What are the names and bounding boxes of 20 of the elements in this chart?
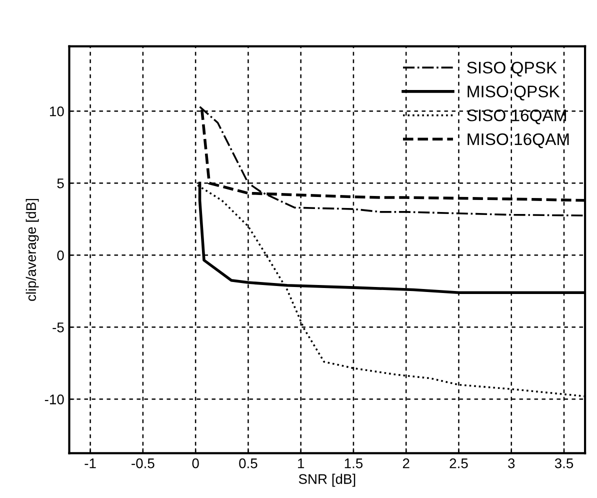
legend-label: MISO 16QAM [468,133,569,148]
x-tick-label: 1.5 [344,458,363,468]
x-tick-label: 3 [508,458,515,468]
x-tick-label: -0.5 [132,458,154,468]
y-tick-label: -5 [52,322,64,332]
x-tick-label: 1 [298,458,304,468]
x-tick-label: 0 [192,458,199,468]
x-tick-label: 0.5 [239,458,258,468]
y-tick-label: 0 [57,250,64,260]
x-tick-label: 2 [402,458,410,468]
legend-label: SISO QPSK [467,62,557,77]
y-tick-label: -10 [44,394,64,404]
y-tick-label: 10 [50,106,64,116]
legend-label: MISO QPSK [468,86,560,100]
y-tick-label: 5 [57,178,64,188]
x-tick-label: -1 [84,458,96,468]
x-tick-label: 2.5 [450,458,468,468]
y-axis-title: clip/average [dB] [26,199,39,301]
x-axis-title: SNR [dB] [298,474,356,487]
x-tick-label: 3.5 [554,458,574,468]
